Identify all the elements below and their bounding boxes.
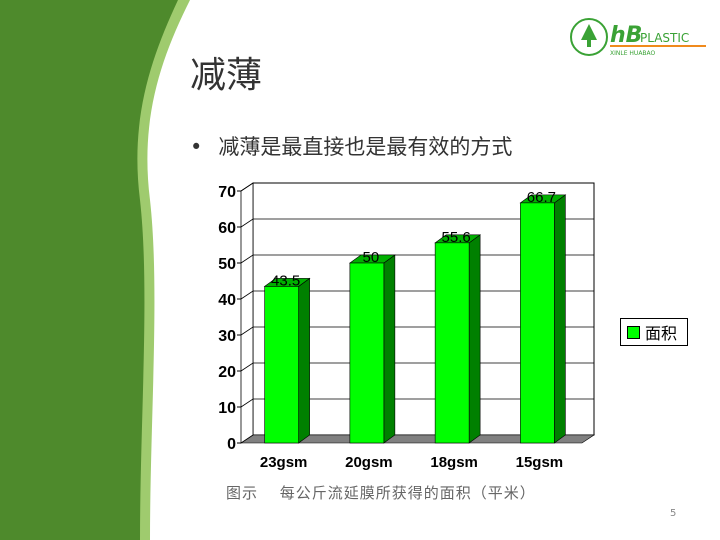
legend-swatch	[627, 325, 640, 339]
bar-side	[554, 194, 566, 444]
slide-title: 减薄	[190, 55, 263, 96]
bar	[349, 262, 385, 444]
y-tick-label: 10	[218, 400, 236, 417]
bullet-point: • 减薄是最直接也是最有效的方式	[190, 131, 512, 161]
svg-text:PLASTIC: PLASTIC	[640, 31, 689, 45]
data-label: 66.7	[527, 189, 556, 206]
svg-text:hB: hB	[610, 23, 642, 48]
x-tick-label: 18gsm	[430, 454, 478, 471]
y-tick-label: 70	[218, 184, 236, 201]
bar	[264, 286, 299, 444]
bar	[520, 202, 555, 444]
chart-side-wall	[240, 182, 254, 444]
bullet-text: 减薄是最直接也是最有效的方式	[218, 135, 513, 159]
y-tick-label: 0	[227, 436, 236, 453]
y-tick-label: 30	[218, 328, 236, 345]
chart-legend: 面积	[620, 318, 688, 346]
bullet-icon: •	[190, 135, 203, 159]
company-logo: hB PLASTIC XINLE HUABAO	[568, 16, 708, 58]
bar	[434, 242, 470, 444]
data-label: 43.5	[271, 272, 300, 289]
bar-side	[468, 234, 481, 444]
data-label: 55.6	[442, 229, 471, 246]
legend-label: 面积	[645, 324, 678, 343]
gridline	[240, 182, 594, 192]
chart-caption: 图示 每公斤流延膜所获得的面积（平米）	[226, 484, 536, 502]
y-tick-label: 20	[218, 364, 236, 381]
y-tick-label: 60	[218, 220, 236, 237]
gridline	[240, 218, 594, 228]
x-tick-label: 20gsm	[345, 454, 393, 471]
x-tick-label: 15gsm	[516, 454, 564, 471]
page-number: 5	[670, 508, 677, 519]
bar-side	[383, 254, 396, 444]
bar-side	[298, 277, 310, 444]
svg-text:XINLE HUABAO: XINLE HUABAO	[610, 50, 656, 57]
data-label: 50	[363, 249, 380, 266]
y-tick-label: 40	[218, 292, 236, 309]
y-tick-label: 50	[218, 256, 236, 273]
x-tick-label: 23gsm	[260, 454, 308, 471]
